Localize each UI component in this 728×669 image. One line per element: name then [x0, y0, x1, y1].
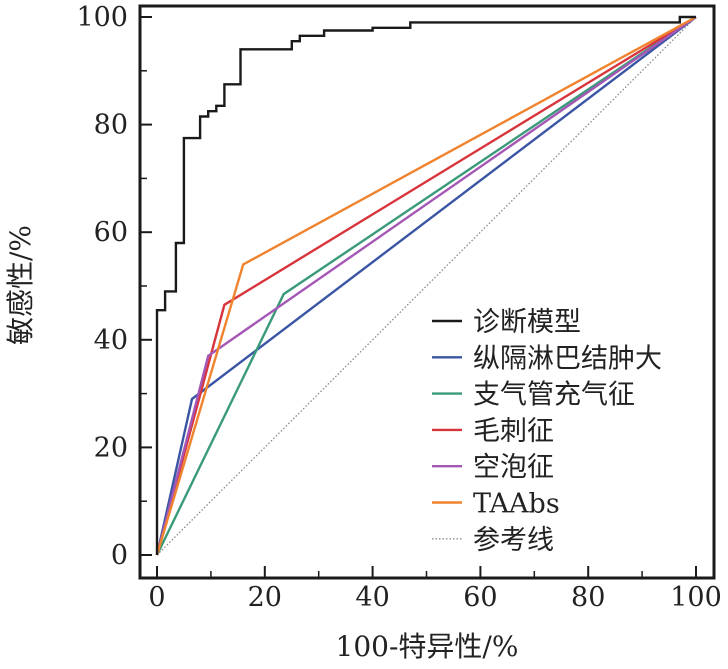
legend-label-3: 毛刺征 [473, 416, 554, 447]
x-tick-label: 20 [248, 582, 282, 613]
x-tick-label: 80 [571, 582, 605, 613]
y-tick-label: 20 [94, 432, 128, 463]
x-axis-label: 100-特异性/% [336, 630, 519, 663]
y-axis-label: 敏感性/% [4, 225, 37, 345]
x-tick-label: 60 [463, 582, 497, 613]
y-tick-label: 40 [94, 325, 128, 356]
series-line-4 [155, 16, 697, 556]
legend-label-5: TAAbs [473, 489, 560, 520]
x-tick-label: 0 [148, 582, 165, 613]
axis-ticks: 0 20 40 60 80 100 0 20 40 60 80 100 [76, 2, 721, 613]
series-line-0 [155, 15, 696, 555]
legend-label-2: 支气管充气征 [473, 380, 635, 411]
series-line-1 [155, 16, 697, 556]
legend-label-4: 空泡征 [473, 452, 554, 483]
plot-frame [138, 4, 716, 580]
series-line-2 [155, 16, 697, 556]
legend-label-0: 诊断模型 [473, 307, 581, 338]
series-line-5 [155, 15, 697, 556]
series-group [155, 15, 697, 556]
x-tick-label: 40 [355, 582, 389, 613]
y-tick-label: 0 [111, 540, 128, 571]
legend-label-6: 参考线 [473, 525, 554, 556]
y-tick-label: 80 [94, 110, 128, 141]
x-tick-label: 100 [670, 582, 722, 613]
y-tick-label: 100 [76, 2, 128, 33]
y-tick-label: 60 [94, 217, 128, 248]
legend-label-1: 纵隔淋巴结肿大 [473, 343, 662, 374]
series-line-6 [156, 16, 697, 556]
